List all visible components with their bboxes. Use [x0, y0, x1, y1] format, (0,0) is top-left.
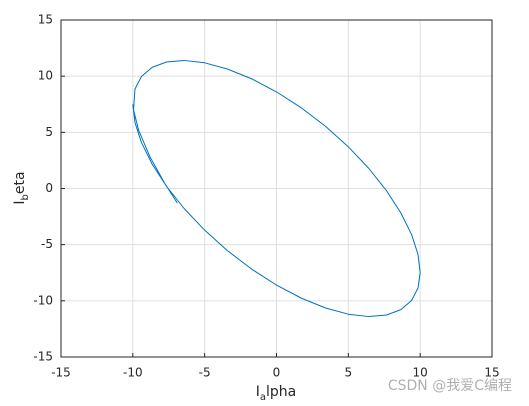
- x-tick-label: -10: [123, 366, 143, 380]
- x-tick-label: 5: [345, 366, 353, 380]
- y-tick-label: 15: [38, 13, 53, 27]
- x-label-sub: a: [260, 392, 266, 403]
- y-tick-label: 10: [38, 69, 53, 83]
- x-tick-label: 15: [484, 366, 499, 380]
- y-tick-label: 0: [45, 181, 53, 195]
- x-label-main: I: [256, 384, 260, 400]
- y-tick-label: 5: [45, 125, 53, 139]
- y-tick-label: -5: [41, 237, 53, 251]
- y-label-main: I: [12, 200, 28, 204]
- y-tick-label: -15: [33, 350, 53, 364]
- y-tick-label: -10: [33, 293, 53, 307]
- y-label-rest: eta: [12, 171, 28, 194]
- x-tick-label: 0: [273, 366, 281, 380]
- y-label-sub: b: [20, 194, 31, 200]
- y-axis-label: Ibeta: [12, 171, 31, 204]
- axes-box: [60, 19, 493, 358]
- x-tick-label: -15: [51, 366, 71, 380]
- watermark: CSDN @我爱C编程: [388, 378, 512, 394]
- x-tick-label: -5: [199, 366, 211, 380]
- x-tick-label: 10: [413, 366, 428, 380]
- data-line: [132, 59, 421, 318]
- x-axis-label: Ialpha: [256, 384, 297, 403]
- x-label-rest: lpha: [266, 384, 296, 400]
